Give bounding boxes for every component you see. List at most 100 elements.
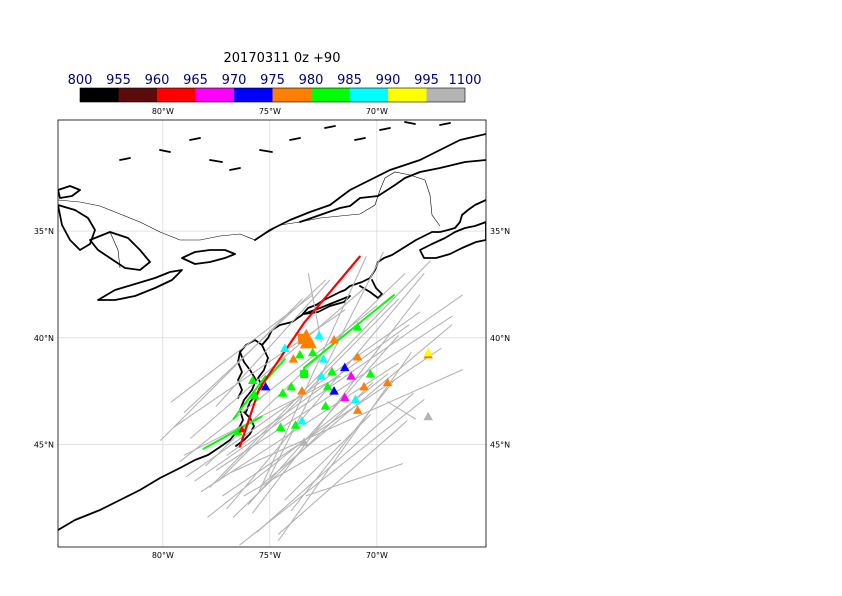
gray-track	[160, 298, 303, 441]
track-marker-square	[297, 333, 306, 342]
colorbar-tick-label: 980	[299, 73, 324, 88]
colorbar-tick-label: 975	[260, 73, 285, 88]
colorbar-swatch	[195, 88, 234, 102]
gray-track	[239, 399, 425, 546]
gray-track	[215, 279, 331, 407]
lake-superior	[58, 185, 81, 199]
nova-scotia	[419, 221, 486, 259]
colorbar-swatch	[234, 88, 273, 102]
left-lat-label: 45°N	[34, 441, 54, 450]
lake-michigan	[58, 204, 96, 251]
left-lat-label: 40°N	[34, 334, 54, 343]
track-marker-triangle	[382, 377, 393, 387]
map-panel: 80°W 80°W 75°W 75°W 70°W 70°W 45°N 45°N 40°N 40°N…	[34, 107, 510, 560]
track-marker-triangle	[316, 371, 326, 380]
top-lon-label: 70°W	[366, 107, 388, 116]
gray-track	[277, 420, 408, 535]
gray-track	[269, 251, 384, 478]
track-marker-square	[300, 370, 309, 379]
gray-track	[179, 305, 378, 463]
colorbar-swatch	[118, 88, 157, 102]
lake-erie	[97, 269, 183, 301]
track-marker-triangle	[280, 343, 290, 352]
green-track	[303, 294, 395, 369]
track-marker-triangle	[299, 437, 309, 446]
st-lawrence-south	[299, 159, 486, 223]
track-marker-triangle	[295, 349, 305, 359]
colorbar-tick-label: 965	[183, 73, 208, 88]
gray-track	[305, 463, 404, 497]
colorbar-swatch	[426, 88, 465, 102]
track-marker-triangle	[233, 426, 243, 436]
gray-track	[226, 324, 410, 456]
us-east-coastline	[58, 199, 486, 531]
track-marker-triangle	[359, 381, 369, 391]
figure-title: 20170311 0z +90	[224, 51, 341, 66]
colorbar-tick-label: 960	[145, 73, 170, 88]
track-marker-triangle	[346, 371, 356, 380]
track-marker-triangle	[297, 386, 307, 395]
track-marker-triangle	[350, 394, 361, 404]
gray-track	[387, 401, 416, 420]
track-marker-triangle	[290, 420, 301, 429]
track-marker-triangle	[365, 369, 376, 378]
green-track	[232, 375, 267, 420]
gray-track	[173, 309, 346, 428]
track-marker-triangle	[286, 381, 297, 391]
left-lat-label: 35°N	[34, 227, 54, 236]
track-marker-triangle	[352, 322, 363, 331]
track-marker-triangle	[352, 351, 363, 361]
track-marker-triangle	[329, 334, 339, 344]
right-lat-label: 45°N	[490, 441, 510, 450]
gray-track	[252, 294, 421, 514]
hudson-bay-islands	[119, 121, 451, 171]
colorbar-tick-label: 955	[106, 73, 131, 88]
green-track	[202, 415, 263, 450]
track-marker-triangle	[288, 354, 299, 363]
gray-track	[243, 439, 342, 497]
bottom-lon-label: 80°W	[152, 551, 174, 560]
track-marker-triangle	[277, 388, 288, 397]
colorbar-swatch	[272, 88, 311, 102]
colorbar-tick-label: 800	[68, 73, 93, 88]
st-lawrence	[254, 133, 486, 241]
gray-track	[217, 298, 399, 482]
track-marker-triangle	[238, 425, 246, 433]
track-marker-triangle	[297, 416, 307, 425]
track-marker-triangle	[352, 405, 363, 414]
colorbar-tick-label: 995	[414, 73, 439, 88]
colorbar-swatch	[157, 88, 196, 102]
gray-track	[277, 352, 412, 542]
colorbar	[79, 87, 466, 103]
right-lat-label: 35°N	[490, 227, 510, 236]
michigan-border	[109, 231, 121, 269]
bottom-lon-label: 70°W	[366, 551, 388, 560]
graticule	[58, 120, 486, 547]
gray-track	[207, 373, 389, 518]
storm-markers	[233, 322, 433, 446]
red-track	[258, 321, 306, 391]
track-marker-triangle	[250, 390, 260, 399]
right-lat-label: 40°N	[490, 334, 510, 343]
cape-cod	[359, 279, 383, 299]
colorbar-swatch	[80, 88, 119, 102]
map-border	[57, 119, 487, 548]
track-marker-triangle	[260, 381, 271, 391]
red-track	[303, 255, 361, 324]
track-marker-triangle	[329, 386, 339, 395]
top-lon-label: 75°W	[259, 107, 281, 116]
gray-track	[256, 392, 414, 533]
track-marker-triangle	[423, 347, 433, 357]
political-borders	[58, 171, 441, 269]
lake-ontario	[181, 249, 236, 265]
colorbar-tick-label: 985	[337, 73, 362, 88]
colorbar-swatch	[311, 88, 350, 102]
colorbar-tick-label: 1100	[448, 73, 481, 88]
colorbar-swatch	[349, 88, 388, 102]
top-lon-label: 80°W	[152, 107, 174, 116]
track-marker-triangle	[340, 362, 350, 372]
gray-track	[230, 369, 464, 473]
track-marker-triangle	[320, 401, 331, 410]
colorbar-tick-label: 970	[222, 73, 247, 88]
gray-track	[260, 324, 453, 486]
